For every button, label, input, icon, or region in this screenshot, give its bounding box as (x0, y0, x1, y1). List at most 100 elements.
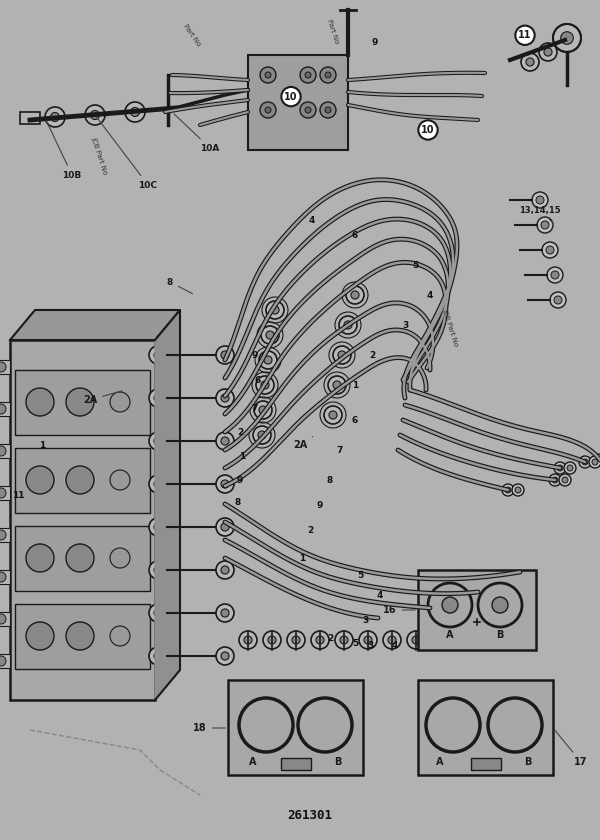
Circle shape (125, 102, 145, 122)
Circle shape (260, 102, 276, 118)
Circle shape (154, 437, 162, 445)
Bar (15, 526, 150, 591)
Circle shape (0, 362, 6, 372)
Circle shape (263, 631, 281, 649)
Text: 1: 1 (352, 381, 358, 390)
Circle shape (329, 411, 337, 419)
Circle shape (0, 446, 6, 456)
Circle shape (216, 346, 234, 364)
Circle shape (0, 614, 6, 624)
Text: 10A: 10A (174, 114, 220, 153)
Circle shape (149, 346, 167, 364)
Circle shape (547, 267, 563, 283)
Circle shape (287, 631, 305, 649)
Text: A: A (446, 630, 454, 640)
Circle shape (259, 406, 267, 414)
Text: 18: 18 (193, 723, 225, 733)
Circle shape (268, 636, 276, 644)
Bar (248, 55, 348, 150)
Bar (0, 570, 10, 584)
Circle shape (159, 542, 167, 550)
Circle shape (300, 102, 316, 118)
Bar (228, 680, 363, 775)
Circle shape (260, 67, 276, 83)
Circle shape (271, 306, 279, 314)
Text: 5: 5 (412, 260, 418, 270)
Circle shape (539, 43, 557, 61)
Circle shape (221, 480, 229, 488)
Circle shape (154, 609, 162, 617)
Bar (418, 680, 553, 775)
Circle shape (340, 636, 348, 644)
Circle shape (532, 192, 548, 208)
Circle shape (553, 24, 581, 52)
Bar (0, 486, 10, 500)
Text: 8: 8 (167, 277, 193, 294)
Circle shape (554, 462, 566, 474)
Circle shape (562, 477, 568, 483)
Text: 7: 7 (252, 403, 258, 412)
Circle shape (333, 346, 351, 364)
Text: 2: 2 (327, 633, 333, 643)
Bar (0, 402, 10, 416)
Circle shape (261, 326, 279, 344)
Circle shape (316, 636, 324, 644)
Text: B: B (334, 757, 341, 767)
Circle shape (346, 286, 364, 304)
Bar (0, 528, 10, 542)
Text: 8: 8 (235, 497, 241, 507)
Circle shape (515, 487, 521, 493)
Circle shape (110, 626, 130, 646)
Circle shape (244, 636, 252, 644)
Circle shape (221, 609, 229, 617)
Circle shape (344, 321, 352, 329)
Circle shape (45, 107, 65, 127)
Text: B: B (524, 757, 532, 767)
Circle shape (592, 459, 598, 465)
Text: 3: 3 (367, 641, 373, 649)
Circle shape (239, 631, 257, 649)
Circle shape (149, 389, 167, 407)
Text: 17: 17 (555, 730, 588, 767)
Circle shape (557, 465, 563, 471)
Circle shape (502, 484, 514, 496)
Circle shape (159, 488, 167, 496)
Circle shape (154, 652, 162, 660)
Circle shape (26, 466, 54, 494)
Circle shape (50, 113, 59, 122)
Circle shape (159, 398, 167, 406)
Circle shape (149, 518, 167, 536)
Text: 1: 1 (299, 554, 305, 563)
Circle shape (66, 388, 94, 416)
Circle shape (521, 53, 539, 71)
Circle shape (216, 604, 234, 622)
Text: 10B: 10B (46, 120, 82, 180)
Circle shape (149, 647, 167, 665)
Circle shape (159, 620, 167, 628)
Bar (15, 604, 150, 669)
Circle shape (351, 291, 359, 299)
Circle shape (253, 426, 271, 444)
Circle shape (159, 608, 167, 616)
Circle shape (325, 107, 331, 113)
Circle shape (564, 462, 576, 474)
Circle shape (300, 67, 316, 83)
Circle shape (305, 107, 311, 113)
Circle shape (383, 631, 401, 649)
Circle shape (546, 246, 554, 254)
Circle shape (264, 356, 272, 364)
Circle shape (159, 386, 167, 394)
Circle shape (159, 644, 167, 652)
Circle shape (552, 477, 558, 483)
Circle shape (26, 544, 54, 572)
Circle shape (216, 647, 234, 665)
Text: 9: 9 (252, 350, 258, 360)
Text: JCB Part No: JCB Part No (90, 136, 108, 175)
Text: 2: 2 (369, 350, 375, 360)
Circle shape (110, 548, 130, 568)
Bar (10, 340, 155, 700)
Circle shape (594, 454, 600, 466)
Text: 11: 11 (12, 491, 24, 500)
Text: 4: 4 (377, 591, 383, 600)
Polygon shape (10, 310, 180, 340)
